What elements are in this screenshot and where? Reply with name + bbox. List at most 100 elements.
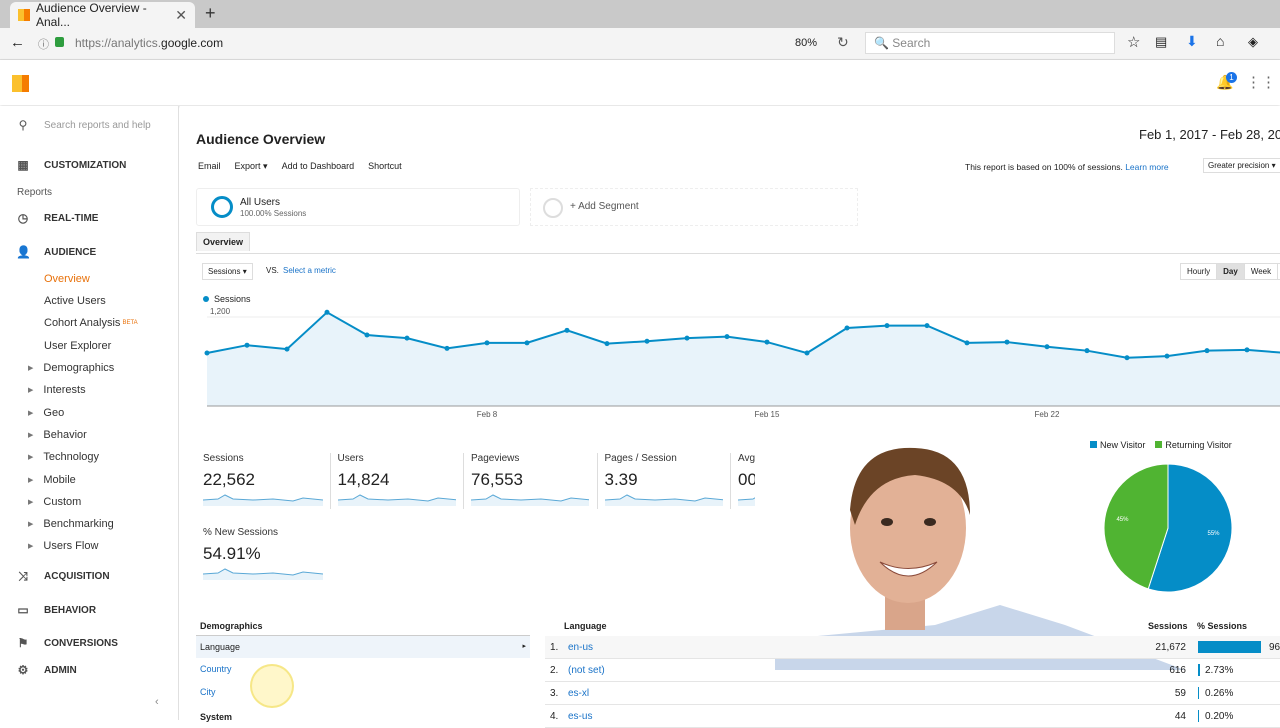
browser-tab-bar: Audience Overview - Anal... ✕ + [0,0,1280,29]
learn-more-link[interactable]: Learn more [1125,162,1169,172]
data-point [764,339,770,345]
analytics-logo[interactable] [12,75,29,92]
kpi-avg-[interactable]: Avg.00 [730,453,755,509]
pct-bar [1198,641,1262,653]
url-bar[interactable]: https://analytics.google.com [75,36,224,50]
language-link[interactable]: (not set) [568,664,605,676]
sidebar-audience[interactable]: 👤 AUDIENCE [16,245,97,259]
data-point [964,340,970,346]
granularity-hourly[interactable]: Hourly [1180,263,1218,280]
table-row[interactable]: 3. es-xl 59 0.26% [545,682,1280,705]
sidebar-item-overview[interactable]: Overview [44,273,90,285]
sidebar-item-interests[interactable]: ▶ Interests [28,384,86,397]
metric-select[interactable]: Sessions ▾ [202,263,253,280]
granularity-day[interactable]: Day [1216,263,1245,280]
legend-dot-icon [203,296,209,302]
browser-tab[interactable]: Audience Overview - Anal... ✕ [10,1,195,29]
sidebar-item-custom[interactable]: ▶ Custom [28,495,82,508]
data-point [1164,353,1170,359]
table-row[interactable]: 1. en-us 21,672 96 [545,636,1280,659]
table-row[interactable]: 4. es-us 44 0.20% [545,705,1280,728]
gear-icon: ⚙ [17,663,29,677]
reading-list-icon[interactable]: ▤ [1155,34,1168,49]
demographics-city[interactable]: City [200,687,216,697]
demographics-language[interactable]: Language ▸ [196,635,530,658]
sidebar-item-benchmarking[interactable]: ▶ Benchmarking [28,518,114,531]
sidebar-item-behavior[interactable]: ▶ Behavior [28,428,87,441]
pie-slice-label: 45% [1116,517,1129,523]
reload-icon[interactable]: ↻ [837,34,849,50]
kpi-pageviews[interactable]: Pageviews 76,553 [463,453,589,509]
kpi-users[interactable]: Users 14,824 [329,453,456,509]
expand-triangle-icon: ▶ [28,498,34,506]
expand-triangle-icon: ▶ [28,454,34,462]
sidebar-behavior[interactable]: ▭ BEHAVIOR [17,603,97,617]
data-point [1004,339,1010,345]
sidebar-item-users-flow[interactable]: ▶ Users Flow [28,540,99,553]
sidebar-item-geo[interactable]: ▶ Geo [28,406,65,419]
data-point [844,325,850,331]
tab-title: Audience Overview - Anal... [36,1,147,29]
kpi--new-sessions[interactable]: % New Sessions 54.91% [203,527,329,583]
kpi-pages-session[interactable]: Pages / Session 3.39 [596,453,723,509]
pocket-icon[interactable]: ◈ [1248,34,1258,49]
sidebar-acquisition[interactable]: ⤨ ACQUISITION [0,569,179,583]
info-icon[interactable]: ⓘ [38,39,49,51]
email-button[interactable]: Email [198,161,221,171]
add-to-dashboard-button[interactable]: Add to Dashboard [281,161,355,171]
zoom-level[interactable]: 80% [795,37,818,49]
bookmark-star-icon[interactable]: ☆ [1127,34,1141,51]
visitor-pie-chart[interactable]: 55% 45% [1102,462,1234,594]
collapse-sidebar-icon[interactable]: ‹ [155,696,159,708]
tab-overview[interactable]: Overview [196,232,251,251]
main-content: Audience Overview Feb 1, 2017 - Feb 28, … [180,106,1280,722]
sidebar-realtime[interactable]: ◷ REAL-TIME [17,211,99,225]
reports-label: Reports [17,187,53,198]
home-icon[interactable]: ⌂ [1216,33,1225,49]
pie-legend-item[interactable]: Returning Visitor [1155,440,1232,450]
language-link[interactable]: en-us [568,641,594,653]
sidebar-item-technology[interactable]: ▶ Technology [28,451,100,464]
granularity-week[interactable]: Week [1243,263,1279,280]
add-segment-button[interactable]: + Add Segment [530,188,858,226]
pie-legend-item[interactable]: New Visitor [1090,440,1145,450]
precision-dropdown[interactable]: Greater precision ▾ [1203,158,1280,173]
sidebar-admin[interactable]: ⚙ ADMIN [17,663,77,677]
apps-grid-icon[interactable]: ⋮⋮ [1246,74,1276,91]
browser-search-input[interactable]: 🔍 Search [865,32,1115,54]
y-tick-label: 1,200 [210,307,231,316]
sidebar-item-demographics[interactable]: ▶ Demographics [28,362,115,374]
sidebar-conversions[interactable]: ⚑ CONVERSIONS [17,636,118,650]
table-row[interactable]: 2. (not set) 616 2.73% [545,659,1280,682]
behavior-icon: ▭ [17,603,29,617]
granularity-m[interactable]: M [1277,263,1280,280]
date-range-picker[interactable]: Feb 1, 2017 - Feb 28, 201 [1139,127,1280,142]
data-point [924,323,930,329]
segment-all-users[interactable]: All Users 100.00% Sessions [196,188,520,226]
sidebar-item-active-users[interactable]: Active Users [44,295,106,307]
sidebar-item-user-explorer[interactable]: User Explorer [44,340,112,352]
back-icon[interactable]: ← [10,34,25,51]
new-tab-icon[interactable]: + [205,3,216,23]
sidebar-search[interactable]: ⚲ Search reports and help [0,118,179,132]
legend-swatch-icon [1155,441,1163,448]
language-link[interactable]: es-xl [568,687,590,699]
language-link[interactable]: es-us [568,710,593,722]
demographics-country[interactable]: Country [200,664,232,674]
sidebar-customization[interactable]: ▦ CUSTOMIZATION [17,158,127,172]
kpi-sessions[interactable]: Sessions 22,562 [203,453,329,509]
download-icon[interactable]: ⬇ [1186,33,1198,49]
shortcut-button[interactable]: Shortcut [368,161,402,171]
export-button[interactable]: Export ▾ [234,161,268,171]
sidebar-item-cohort-analysis[interactable]: Cohort Analysis BETA [44,317,138,329]
data-point [404,335,410,341]
add-segment-circle-icon [543,198,563,218]
pct-bar [1198,687,1199,699]
close-tab-icon[interactable]: ✕ [175,6,187,23]
granularity-buttons: HourlyDayWeekM [1180,263,1280,280]
legend-swatch-icon [1090,441,1097,448]
sidebar-item-mobile[interactable]: ▶ Mobile [28,473,76,486]
select-metric-link[interactable]: Select a metric [283,266,336,275]
lock-icon [55,37,64,47]
